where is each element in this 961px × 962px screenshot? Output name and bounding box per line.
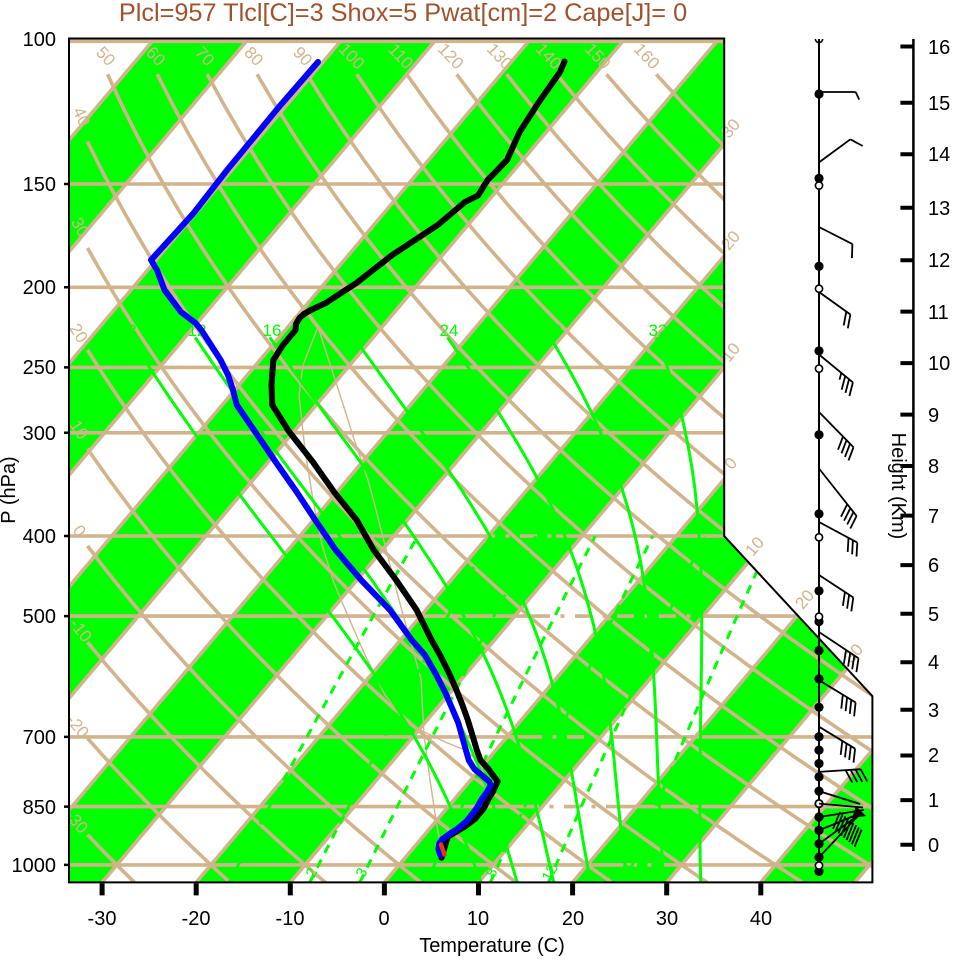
svg-text:8: 8	[928, 456, 939, 478]
svg-text:6: 6	[928, 555, 939, 577]
svg-text:5: 5	[928, 604, 939, 626]
svg-text:8: 8	[127, 321, 136, 340]
svg-text:12: 12	[928, 250, 950, 272]
svg-text:1: 1	[928, 790, 939, 812]
svg-text:Plcl=957 Tlcl[C]=3 Shox=5 Pwat: Plcl=957 Tlcl[C]=3 Shox=5 Pwat[cm]=2 Cap…	[119, 0, 687, 27]
svg-text:2: 2	[928, 745, 939, 767]
svg-text:0: 0	[928, 835, 939, 857]
svg-text:16: 16	[263, 321, 282, 340]
svg-text:1000: 1000	[12, 855, 57, 877]
svg-text:15: 15	[928, 93, 950, 115]
svg-text:250: 250	[23, 357, 56, 379]
svg-text:400: 400	[23, 526, 56, 548]
svg-text:20: 20	[615, 862, 638, 885]
svg-text:200: 200	[23, 277, 56, 299]
svg-text:32: 32	[649, 321, 668, 340]
svg-text:30: 30	[656, 908, 678, 930]
svg-text:3: 3	[928, 700, 939, 722]
svg-text:850: 850	[23, 797, 56, 819]
svg-text:300: 300	[23, 423, 56, 445]
svg-text:Temperature (C): Temperature (C)	[419, 935, 565, 957]
svg-text:20: 20	[347, 321, 366, 340]
svg-text:P (hPa): P (hPa)	[0, 456, 20, 523]
svg-text:9: 9	[928, 405, 939, 427]
svg-text:10: 10	[928, 353, 950, 375]
svg-text:10: 10	[467, 908, 489, 930]
svg-text:24: 24	[440, 321, 459, 340]
svg-text:-20: -20	[182, 908, 211, 930]
svg-text:0: 0	[378, 908, 389, 930]
svg-text:7: 7	[928, 506, 939, 528]
svg-text:14: 14	[928, 144, 950, 166]
svg-text:150: 150	[23, 174, 56, 196]
svg-text:4: 4	[928, 652, 939, 674]
svg-text:100: 100	[23, 29, 56, 51]
svg-text:20: 20	[562, 908, 584, 930]
svg-text:-10: -10	[276, 908, 305, 930]
svg-text:Height (Km): Height (Km)	[887, 433, 909, 540]
svg-text:28: 28	[543, 321, 562, 340]
svg-text:11: 11	[928, 302, 949, 324]
svg-text:500: 500	[23, 606, 56, 628]
svg-text:16: 16	[928, 37, 950, 59]
svg-text:700: 700	[23, 727, 56, 749]
svg-text:12: 12	[539, 862, 562, 885]
svg-text:-30: -30	[88, 908, 117, 930]
svg-text:40: 40	[750, 908, 772, 930]
svg-text:13: 13	[928, 198, 950, 220]
